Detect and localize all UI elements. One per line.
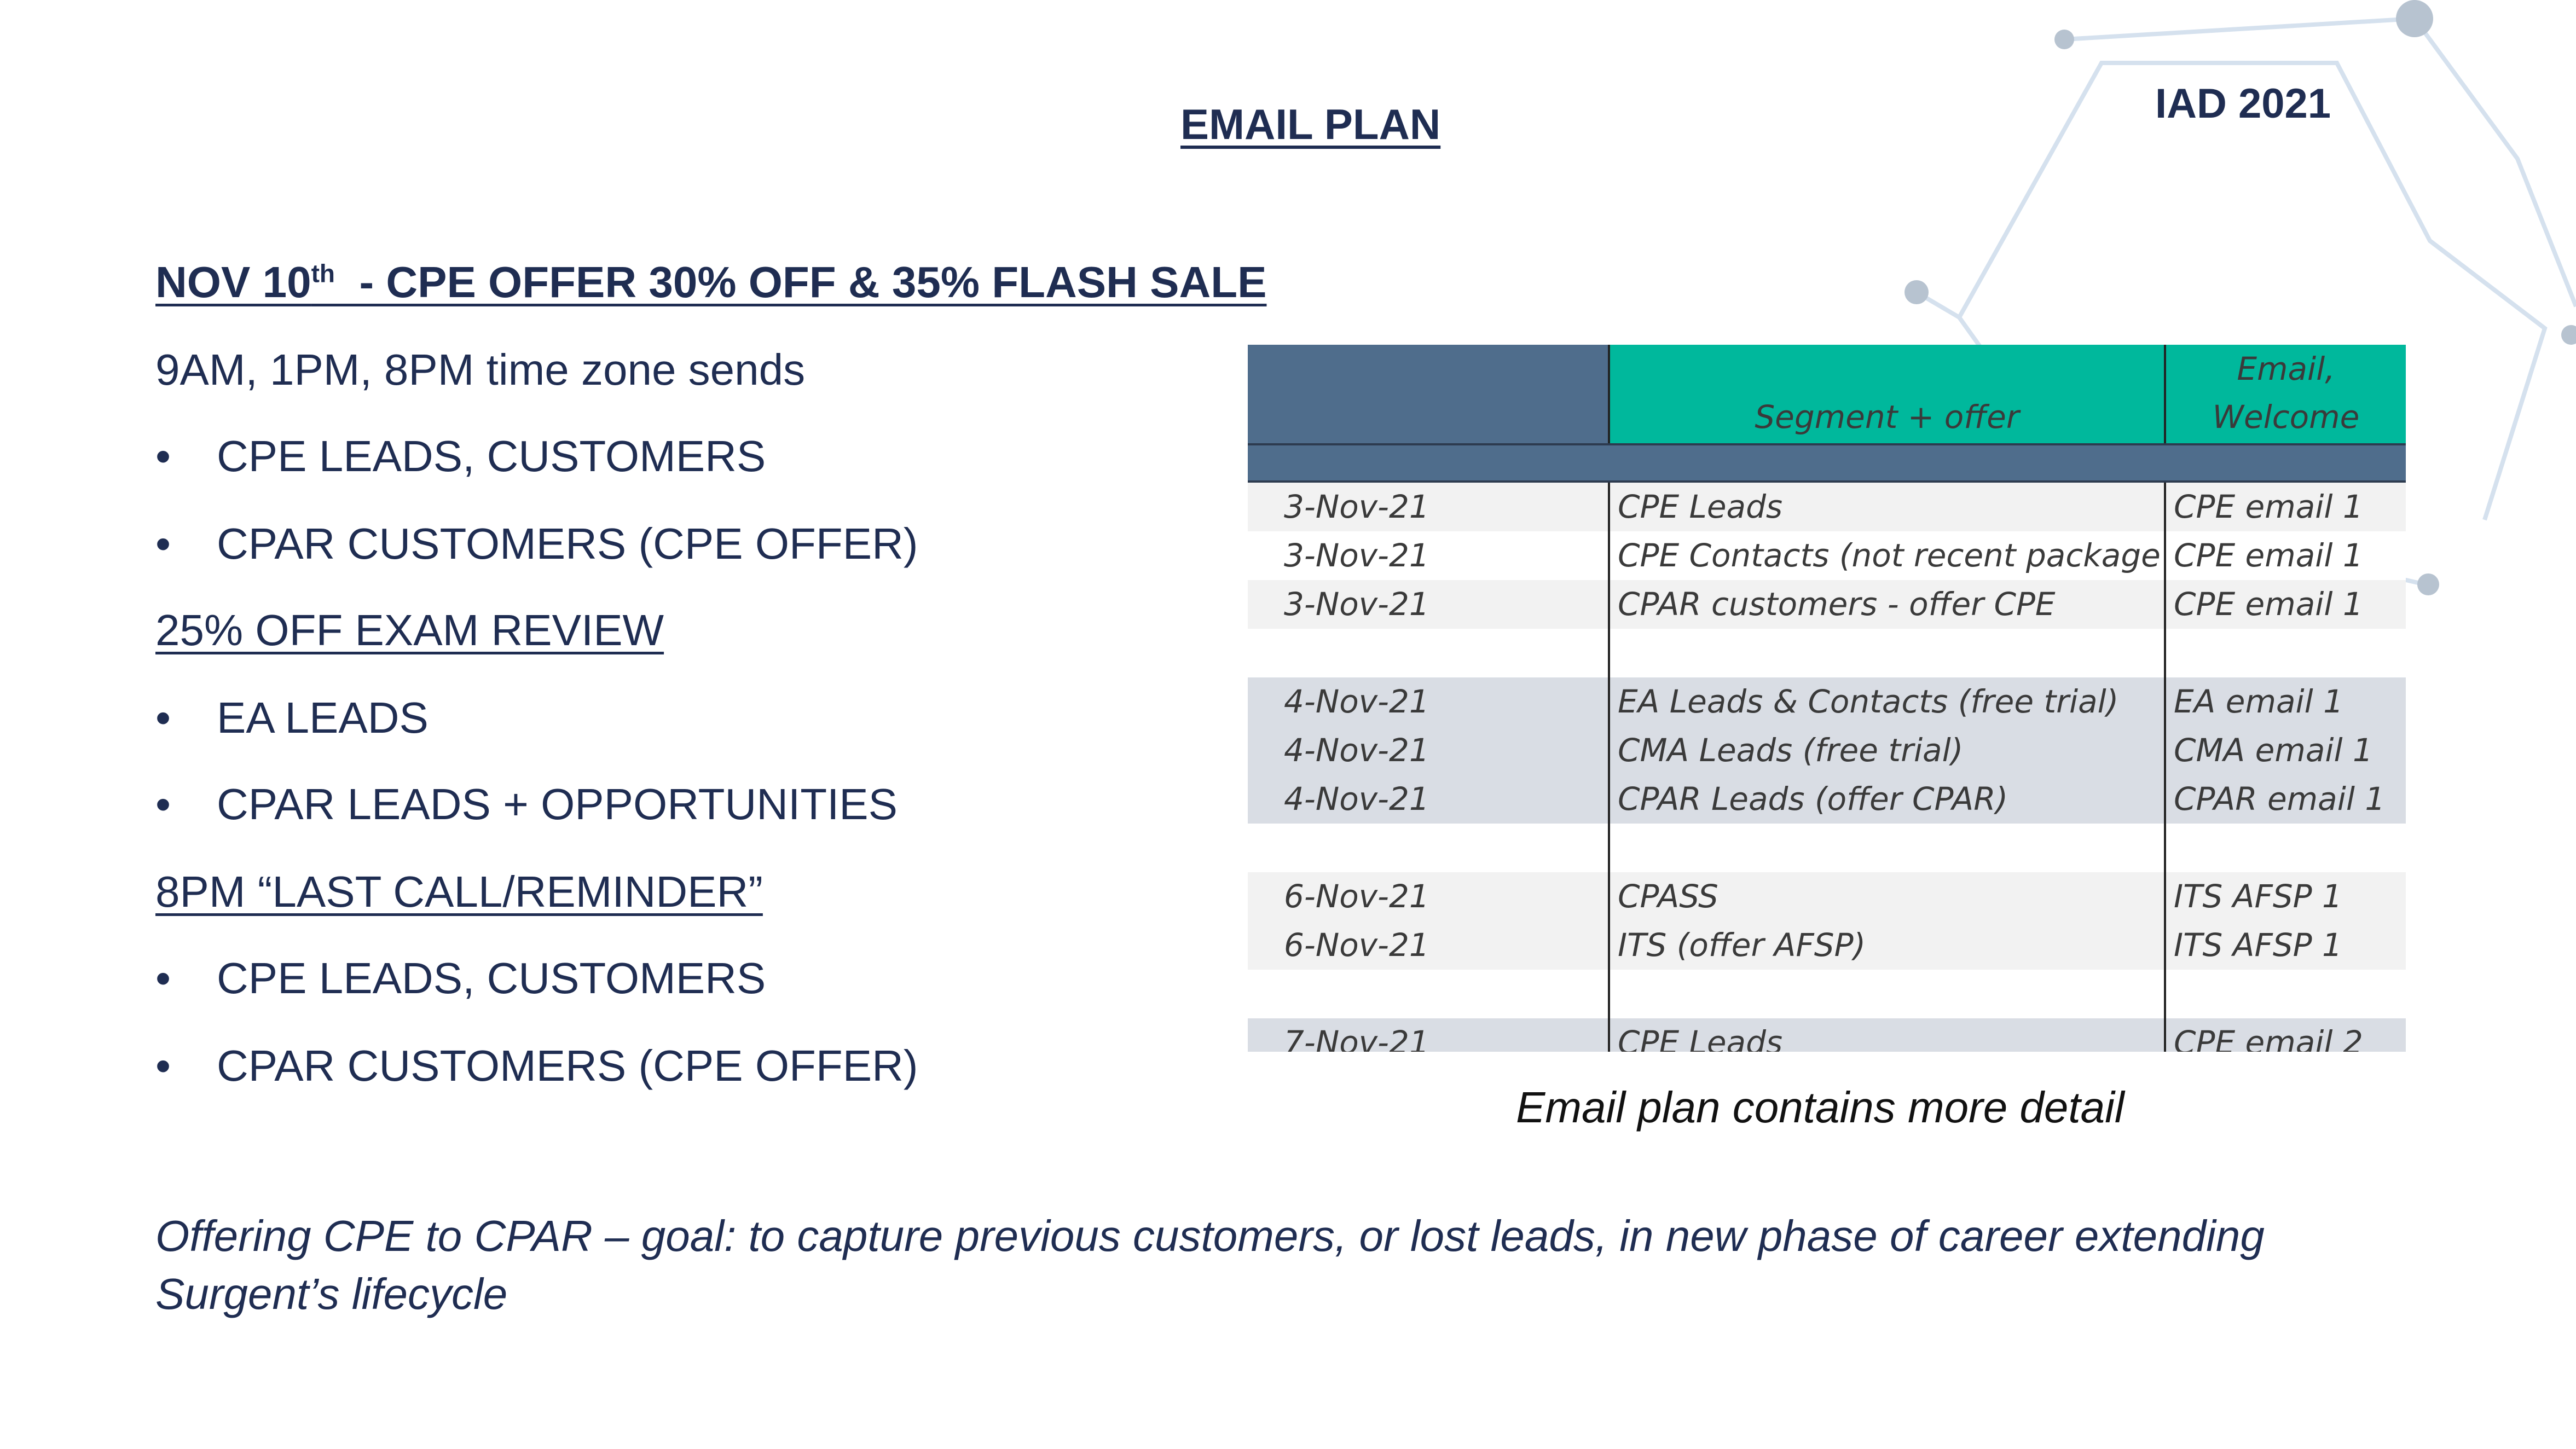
- row-segment-cell: CPE Leads: [1608, 1018, 2162, 1052]
- list-item-text: EA LEADS: [217, 693, 429, 742]
- row-segment-cell: CPAR Leads (offer CPAR): [1608, 775, 2162, 824]
- bullet-icon: •: [155, 432, 171, 480]
- list-item-text: CPE LEADS, CUSTOMERS: [217, 432, 766, 480]
- table-row: [1248, 629, 2406, 680]
- row-segment-cell: CPE Contacts (not recent package purchas…: [1608, 531, 2162, 580]
- row-date-cell: 6-Nov-21: [1284, 926, 1429, 964]
- row-email-cell: ITS AFSP 1: [2164, 872, 2406, 921]
- year-tag: IAD 2021: [2155, 80, 2331, 127]
- row-segment-cell: [1608, 629, 2162, 677]
- row-date-cell: 4-Nov-21: [1284, 780, 1429, 818]
- table-row: 4-Nov-21 CPAR Leads (offer CPAR) CPAR emai…: [1248, 775, 2406, 826]
- table-row: 6-Nov-21 ITS (offer AFSP) ITS AFSP 1: [1248, 921, 2406, 972]
- list-item-text: CPAR LEADS + OPPORTUNITIES: [217, 780, 898, 828]
- network-node: [1904, 280, 1929, 304]
- send-times: 9AM, 1PM, 8PM time zone sends: [155, 345, 806, 394]
- row-date-cell: 6-Nov-21: [1284, 878, 1429, 915]
- sheet-header-email: Email, Welcome: [2164, 345, 2406, 443]
- network-node: [2417, 573, 2439, 595]
- sheet-header-segment-label: Segment + offer: [1755, 398, 2019, 436]
- row-segment-cell: [1608, 824, 2162, 872]
- row-email-cell: CPE email 2: [2164, 1018, 2406, 1052]
- row-email-cell: [2164, 824, 2406, 872]
- sheet-header-band: [1248, 443, 2406, 483]
- strategy-note: Offering CPE to CPAR – goal: to capture …: [155, 1212, 2265, 1318]
- sheet-header-segment: Segment + offer: [1608, 345, 2164, 443]
- row-date-cell: 4-Nov-21: [1284, 732, 1429, 769]
- row-segment-cell: CPE Leads: [1608, 483, 2162, 531]
- row-date-cell: 3-Nov-21: [1284, 537, 1429, 574]
- network-node: [2396, 0, 2433, 37]
- row-date-cell: 3-Nov-21: [1284, 488, 1429, 525]
- list-item-text: CPAR CUSTOMERS (CPE OFFER): [217, 1041, 918, 1090]
- network-node: [2561, 325, 2576, 345]
- sheet-header-email-line1: Email,: [2237, 350, 2335, 387]
- heading-last-call: 8PM “LAST CALL/REMINDER”: [155, 867, 763, 916]
- table-row: 6-Nov-21 CPASS ITS AFSP 1: [1248, 872, 2406, 923]
- bullet-icon: •: [155, 519, 171, 568]
- row-segment-cell: ITS (offer AFSP): [1608, 921, 2162, 970]
- list-item-text: CPAR CUSTOMERS (CPE OFFER): [217, 519, 918, 568]
- row-date-cell: 4-Nov-21: [1284, 683, 1429, 720]
- row-date-cell: [1248, 970, 1606, 1018]
- bullet-icon: •: [155, 1041, 171, 1090]
- row-segment-cell: CPASS: [1608, 872, 2162, 921]
- heading-nov10-suffix: - CPE OFFER 30% OFF & 35% FLASH SALE: [335, 258, 1267, 306]
- row-date-cell: 7-Nov-21: [1284, 1024, 1429, 1052]
- row-segment-cell: CPAR customers - offer CPE: [1608, 580, 2162, 629]
- row-segment-cell: EA Leads & Contacts (free trial): [1608, 677, 2162, 726]
- row-email-cell: CPAR email 1: [2164, 775, 2406, 824]
- row-email-cell: CPE email 1: [2164, 531, 2406, 580]
- row-date-cell: 3-Nov-21: [1284, 586, 1429, 623]
- table-row: 3-Nov-21 CPE Contacts (not recent package…: [1248, 531, 2406, 582]
- page-title: EMAIL PLAN: [1180, 100, 1441, 148]
- heading-exam-review: 25% OFF EXAM REVIEW: [155, 606, 664, 654]
- table-row: 4-Nov-21 EA Leads & Contacts (free trial)…: [1248, 677, 2406, 728]
- table-row: 3-Nov-21 CPE Leads CPE email 1: [1248, 483, 2406, 534]
- row-email-cell: [2164, 629, 2406, 677]
- row-date-cell: [1248, 824, 1606, 872]
- bullet-icon: •: [155, 693, 171, 742]
- bullet-icon: •: [155, 954, 171, 1002]
- row-email-cell: CPE email 1: [2164, 483, 2406, 531]
- email-plan-spreadsheet: Segment + offer Email, Welcome 3-Nov-21 C…: [1248, 345, 2406, 1052]
- network-node: [2054, 30, 2074, 49]
- table-row: 4-Nov-21 CMA Leads (free trial) CMA email …: [1248, 726, 2406, 777]
- row-email-cell: CPE email 1: [2164, 580, 2406, 629]
- sheet-header-date: [1248, 345, 1608, 443]
- heading-nov10: NOV 10th - CPE OFFER 30% OFF & 35% FLASH…: [155, 257, 1266, 308]
- row-segment-cell: CMA Leads (free trial): [1608, 726, 2162, 775]
- bullet-icon: •: [155, 780, 171, 828]
- table-row: [1248, 970, 2406, 1021]
- table-row: [1248, 824, 2406, 874]
- list-item-text: CPE LEADS, CUSTOMERS: [217, 954, 766, 1002]
- row-email-cell: [2164, 970, 2406, 1018]
- heading-nov10-sup: th: [311, 259, 335, 288]
- row-segment-cell: [1608, 970, 2162, 1018]
- table-row: 3-Nov-21 CPAR customers - offer CPE CPE em…: [1248, 580, 2406, 631]
- table-caption: Email plan contains more detail: [1516, 1083, 2125, 1132]
- row-email-cell: EA email 1: [2164, 677, 2406, 726]
- row-email-cell: ITS AFSP 1: [2164, 921, 2406, 970]
- table-row: 7-Nov-21 CPE Leads CPE email 2: [1248, 1018, 2406, 1052]
- sheet-header-email-line2: Welcome: [2212, 398, 2360, 436]
- row-date-cell: [1248, 629, 1606, 677]
- heading-nov10-prefix: NOV 10: [155, 258, 311, 306]
- row-email-cell: CMA email 1: [2164, 726, 2406, 775]
